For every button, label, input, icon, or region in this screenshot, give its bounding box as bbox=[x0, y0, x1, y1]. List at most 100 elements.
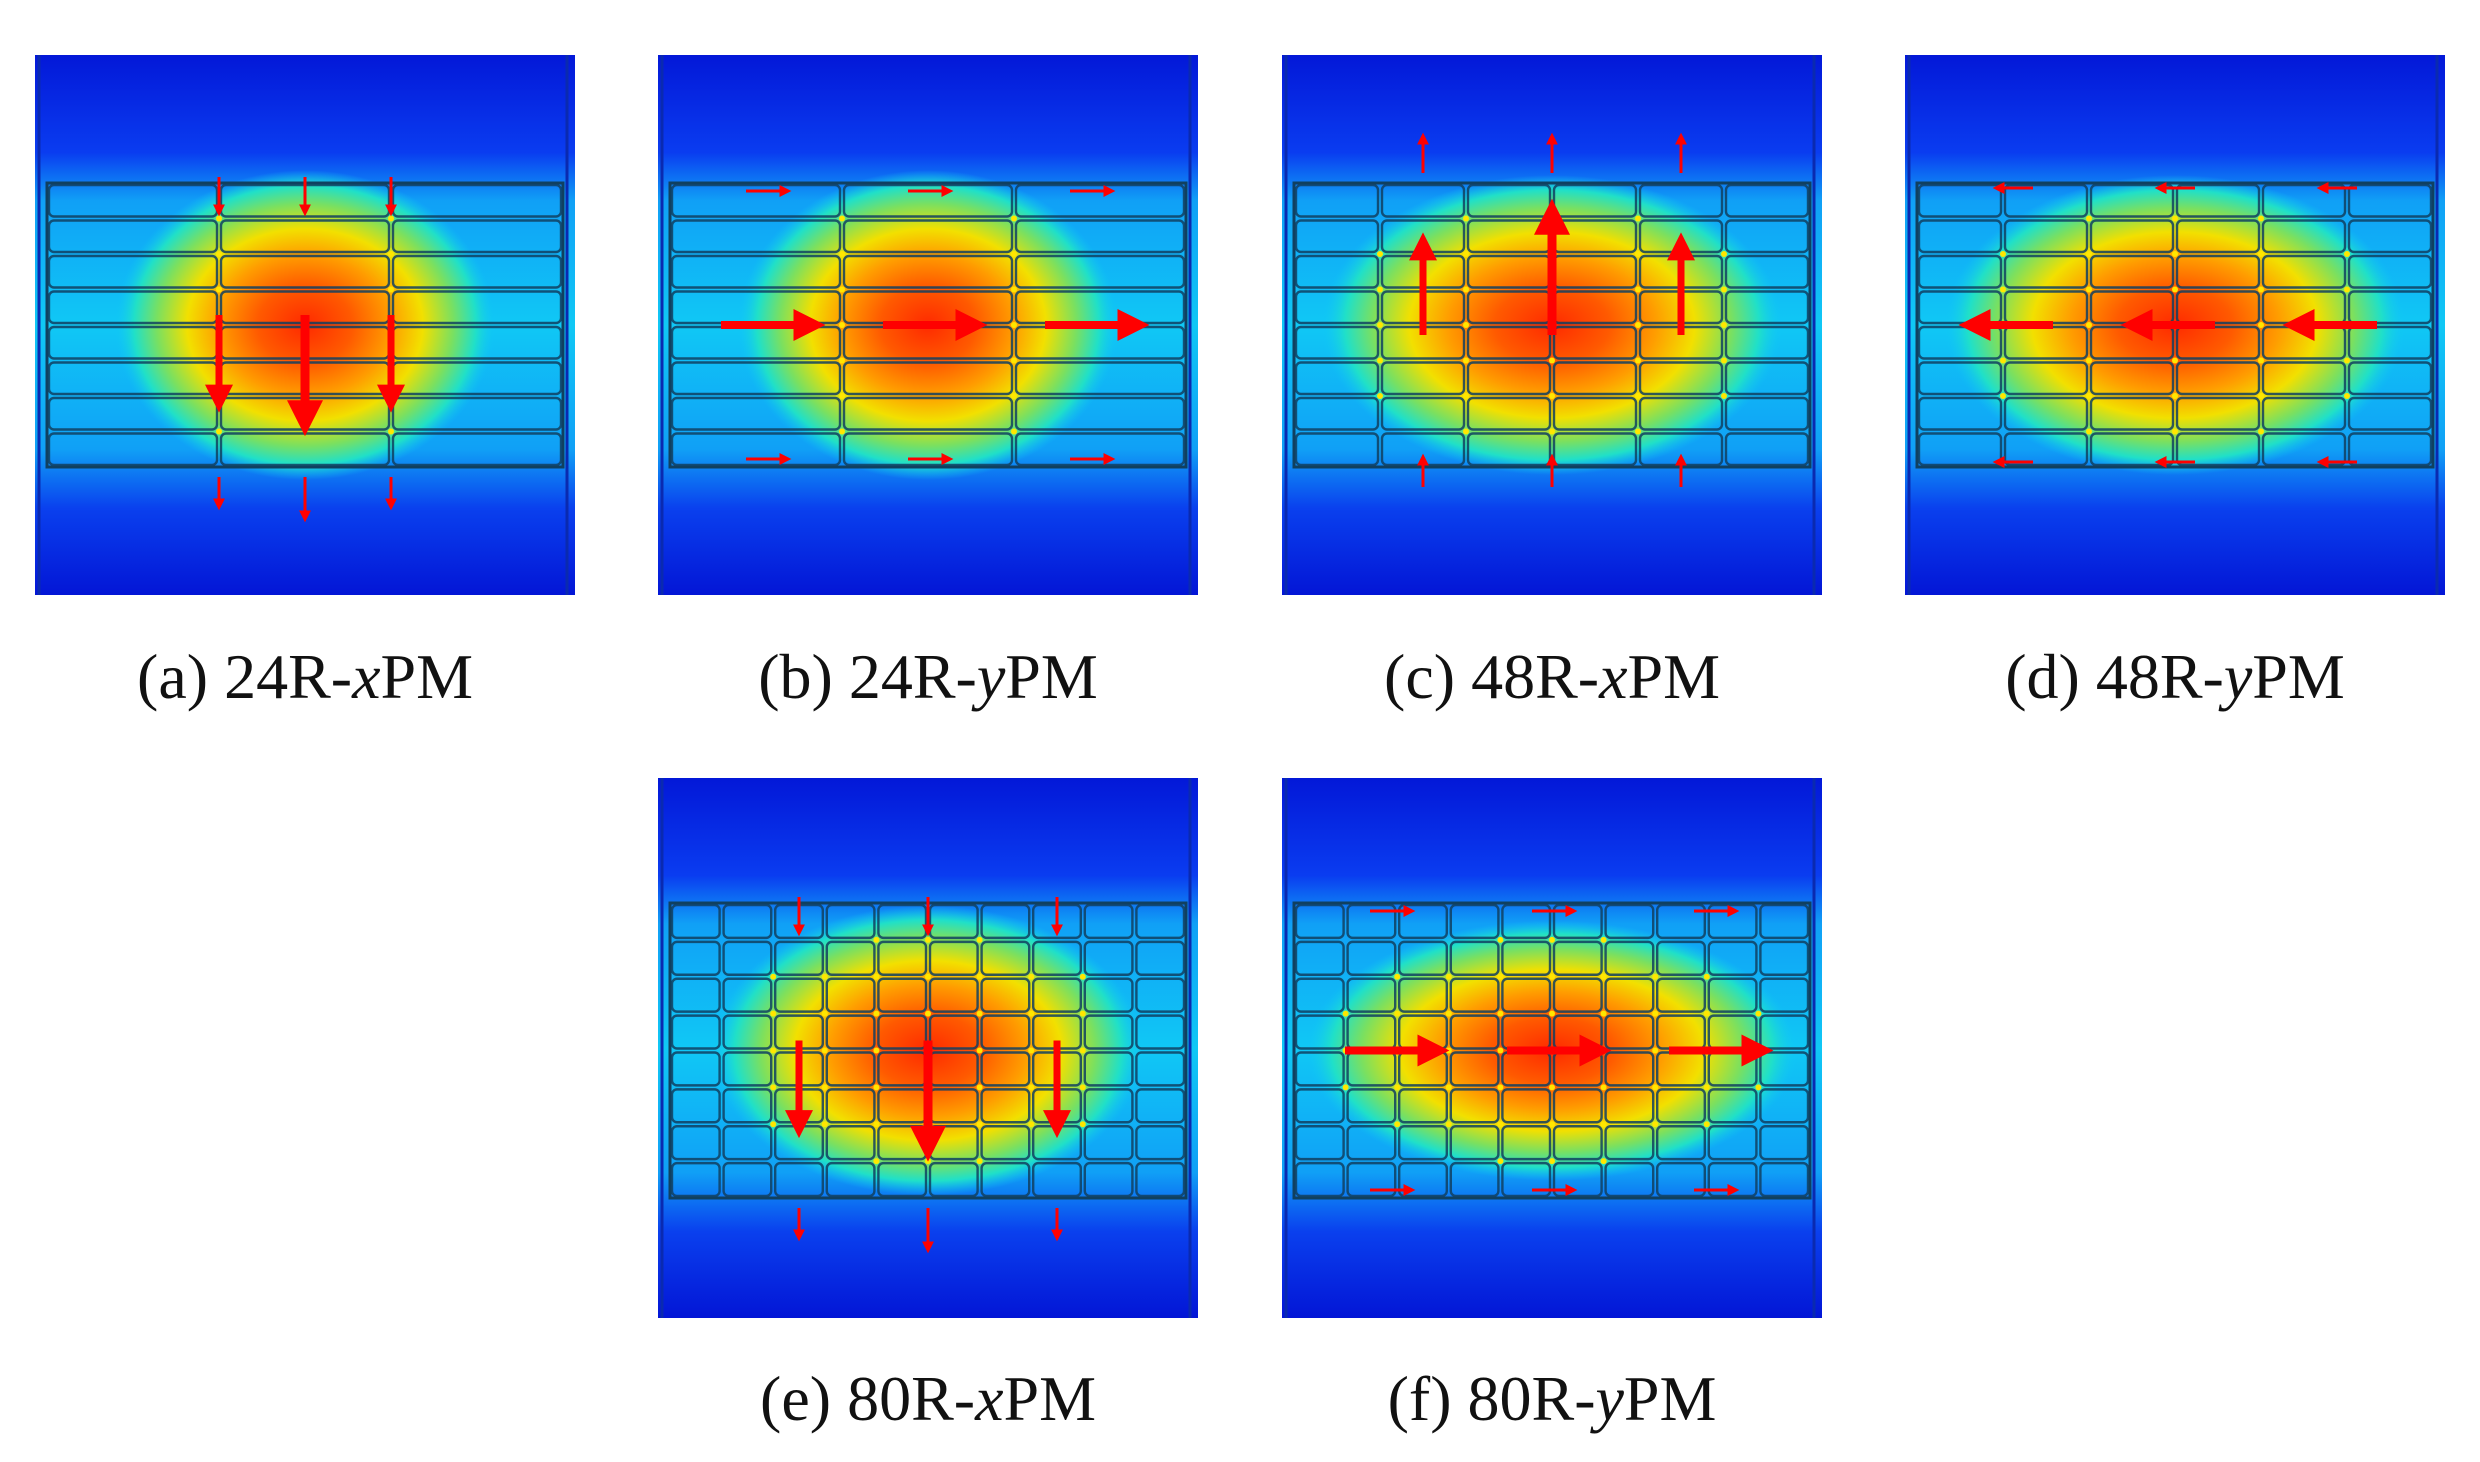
panel-a bbox=[35, 55, 575, 595]
cell bbox=[2089, 361, 2175, 396]
caption-f-suffix: PM bbox=[1623, 1363, 1717, 1434]
cell bbox=[1032, 940, 1083, 976]
node-dot bbox=[1652, 1047, 1659, 1054]
node-dot bbox=[1497, 1158, 1504, 1165]
node-dot bbox=[1079, 1047, 1086, 1054]
cell bbox=[1724, 325, 1810, 360]
node-dot bbox=[2086, 251, 2092, 257]
node-dot bbox=[1342, 1010, 1349, 1017]
cell bbox=[1917, 183, 2003, 218]
cell bbox=[1759, 940, 1810, 976]
caption-f: (f) 80R-yPM bbox=[1282, 1367, 1822, 1431]
cell bbox=[670, 940, 721, 976]
cell bbox=[825, 940, 876, 976]
cell bbox=[1707, 1125, 1758, 1161]
panel-d bbox=[1905, 55, 2445, 595]
cell bbox=[773, 1161, 824, 1198]
cell bbox=[842, 396, 1014, 431]
cell bbox=[47, 432, 219, 467]
node-dot bbox=[1755, 1010, 1762, 1017]
node-dots bbox=[839, 215, 1017, 435]
cell bbox=[1604, 977, 1655, 1013]
cell bbox=[2175, 396, 2261, 431]
cell bbox=[1014, 219, 1186, 254]
node-dot bbox=[1377, 251, 1383, 257]
node-dot bbox=[2258, 393, 2264, 399]
cell bbox=[980, 1125, 1031, 1161]
cell bbox=[1380, 361, 1466, 396]
cell bbox=[928, 1161, 979, 1198]
cell bbox=[1014, 432, 1186, 467]
node-dot bbox=[1463, 322, 1469, 328]
cell bbox=[722, 1014, 773, 1050]
cell bbox=[2003, 254, 2089, 289]
cell bbox=[1724, 219, 1810, 254]
cell bbox=[2261, 254, 2347, 289]
cell bbox=[1501, 903, 1552, 940]
cell bbox=[1917, 361, 2003, 396]
cell bbox=[1135, 1161, 1186, 1198]
node-dot bbox=[1377, 393, 1383, 399]
cell bbox=[1724, 254, 1810, 289]
cell bbox=[1724, 361, 1810, 396]
cell bbox=[47, 396, 219, 431]
arrow-layer bbox=[1409, 132, 1695, 487]
cell bbox=[980, 940, 1031, 976]
node-dot bbox=[1549, 973, 1555, 980]
cell bbox=[1294, 1051, 1345, 1087]
cell bbox=[1604, 1051, 1655, 1087]
panel-e bbox=[658, 778, 1198, 1318]
node-dot bbox=[1721, 286, 1727, 293]
node-dot bbox=[2086, 215, 2092, 222]
node-dot bbox=[2172, 428, 2178, 435]
node-dot bbox=[873, 973, 880, 980]
node-dot bbox=[873, 1121, 880, 1128]
node-dot bbox=[1377, 286, 1383, 293]
cell bbox=[2003, 183, 2089, 218]
caption-d: (d) 48R-yPM bbox=[1905, 645, 2445, 709]
cell bbox=[1759, 1014, 1810, 1050]
cell bbox=[1083, 1088, 1134, 1124]
node-dot bbox=[839, 322, 845, 328]
cell bbox=[1294, 940, 1345, 976]
cell bbox=[1135, 1088, 1186, 1124]
node-dot bbox=[2172, 215, 2178, 222]
cell bbox=[2089, 183, 2175, 218]
cell bbox=[1380, 183, 1466, 218]
caption-b-prefix: (b) 24R- bbox=[758, 641, 977, 712]
cell bbox=[1014, 254, 1186, 289]
node-dot bbox=[2344, 393, 2350, 399]
field-plot-c bbox=[1282, 55, 1822, 595]
cell bbox=[2347, 183, 2433, 218]
cell bbox=[1917, 254, 2003, 289]
cell bbox=[1083, 940, 1134, 976]
arrow-layer bbox=[721, 185, 1150, 465]
cell bbox=[1604, 903, 1655, 940]
cell bbox=[1552, 903, 1603, 940]
cell bbox=[2261, 432, 2347, 467]
node-dot bbox=[1394, 973, 1401, 980]
cell bbox=[670, 1125, 721, 1161]
cell bbox=[1294, 219, 1380, 254]
node-dot bbox=[1600, 936, 1607, 943]
caption-a: (a) 24R-xPM bbox=[35, 645, 575, 709]
node-dot bbox=[1635, 251, 1641, 257]
arrow-layer bbox=[205, 177, 405, 523]
node-dot bbox=[2344, 251, 2350, 257]
node-dots bbox=[2000, 215, 2350, 435]
node-dot bbox=[1394, 1121, 1401, 1128]
node-dot bbox=[1549, 428, 1555, 435]
cell bbox=[877, 1161, 928, 1198]
node-dot bbox=[388, 251, 394, 257]
cell bbox=[2261, 219, 2347, 254]
node-dot bbox=[1652, 1121, 1659, 1128]
cell bbox=[670, 977, 721, 1013]
node-dot bbox=[1497, 936, 1504, 943]
cell bbox=[773, 940, 824, 976]
cell bbox=[1638, 183, 1724, 218]
node-dot bbox=[1011, 322, 1017, 328]
cell bbox=[1604, 1088, 1655, 1124]
cell bbox=[391, 254, 563, 289]
cell bbox=[2175, 432, 2261, 467]
cell bbox=[670, 361, 842, 396]
